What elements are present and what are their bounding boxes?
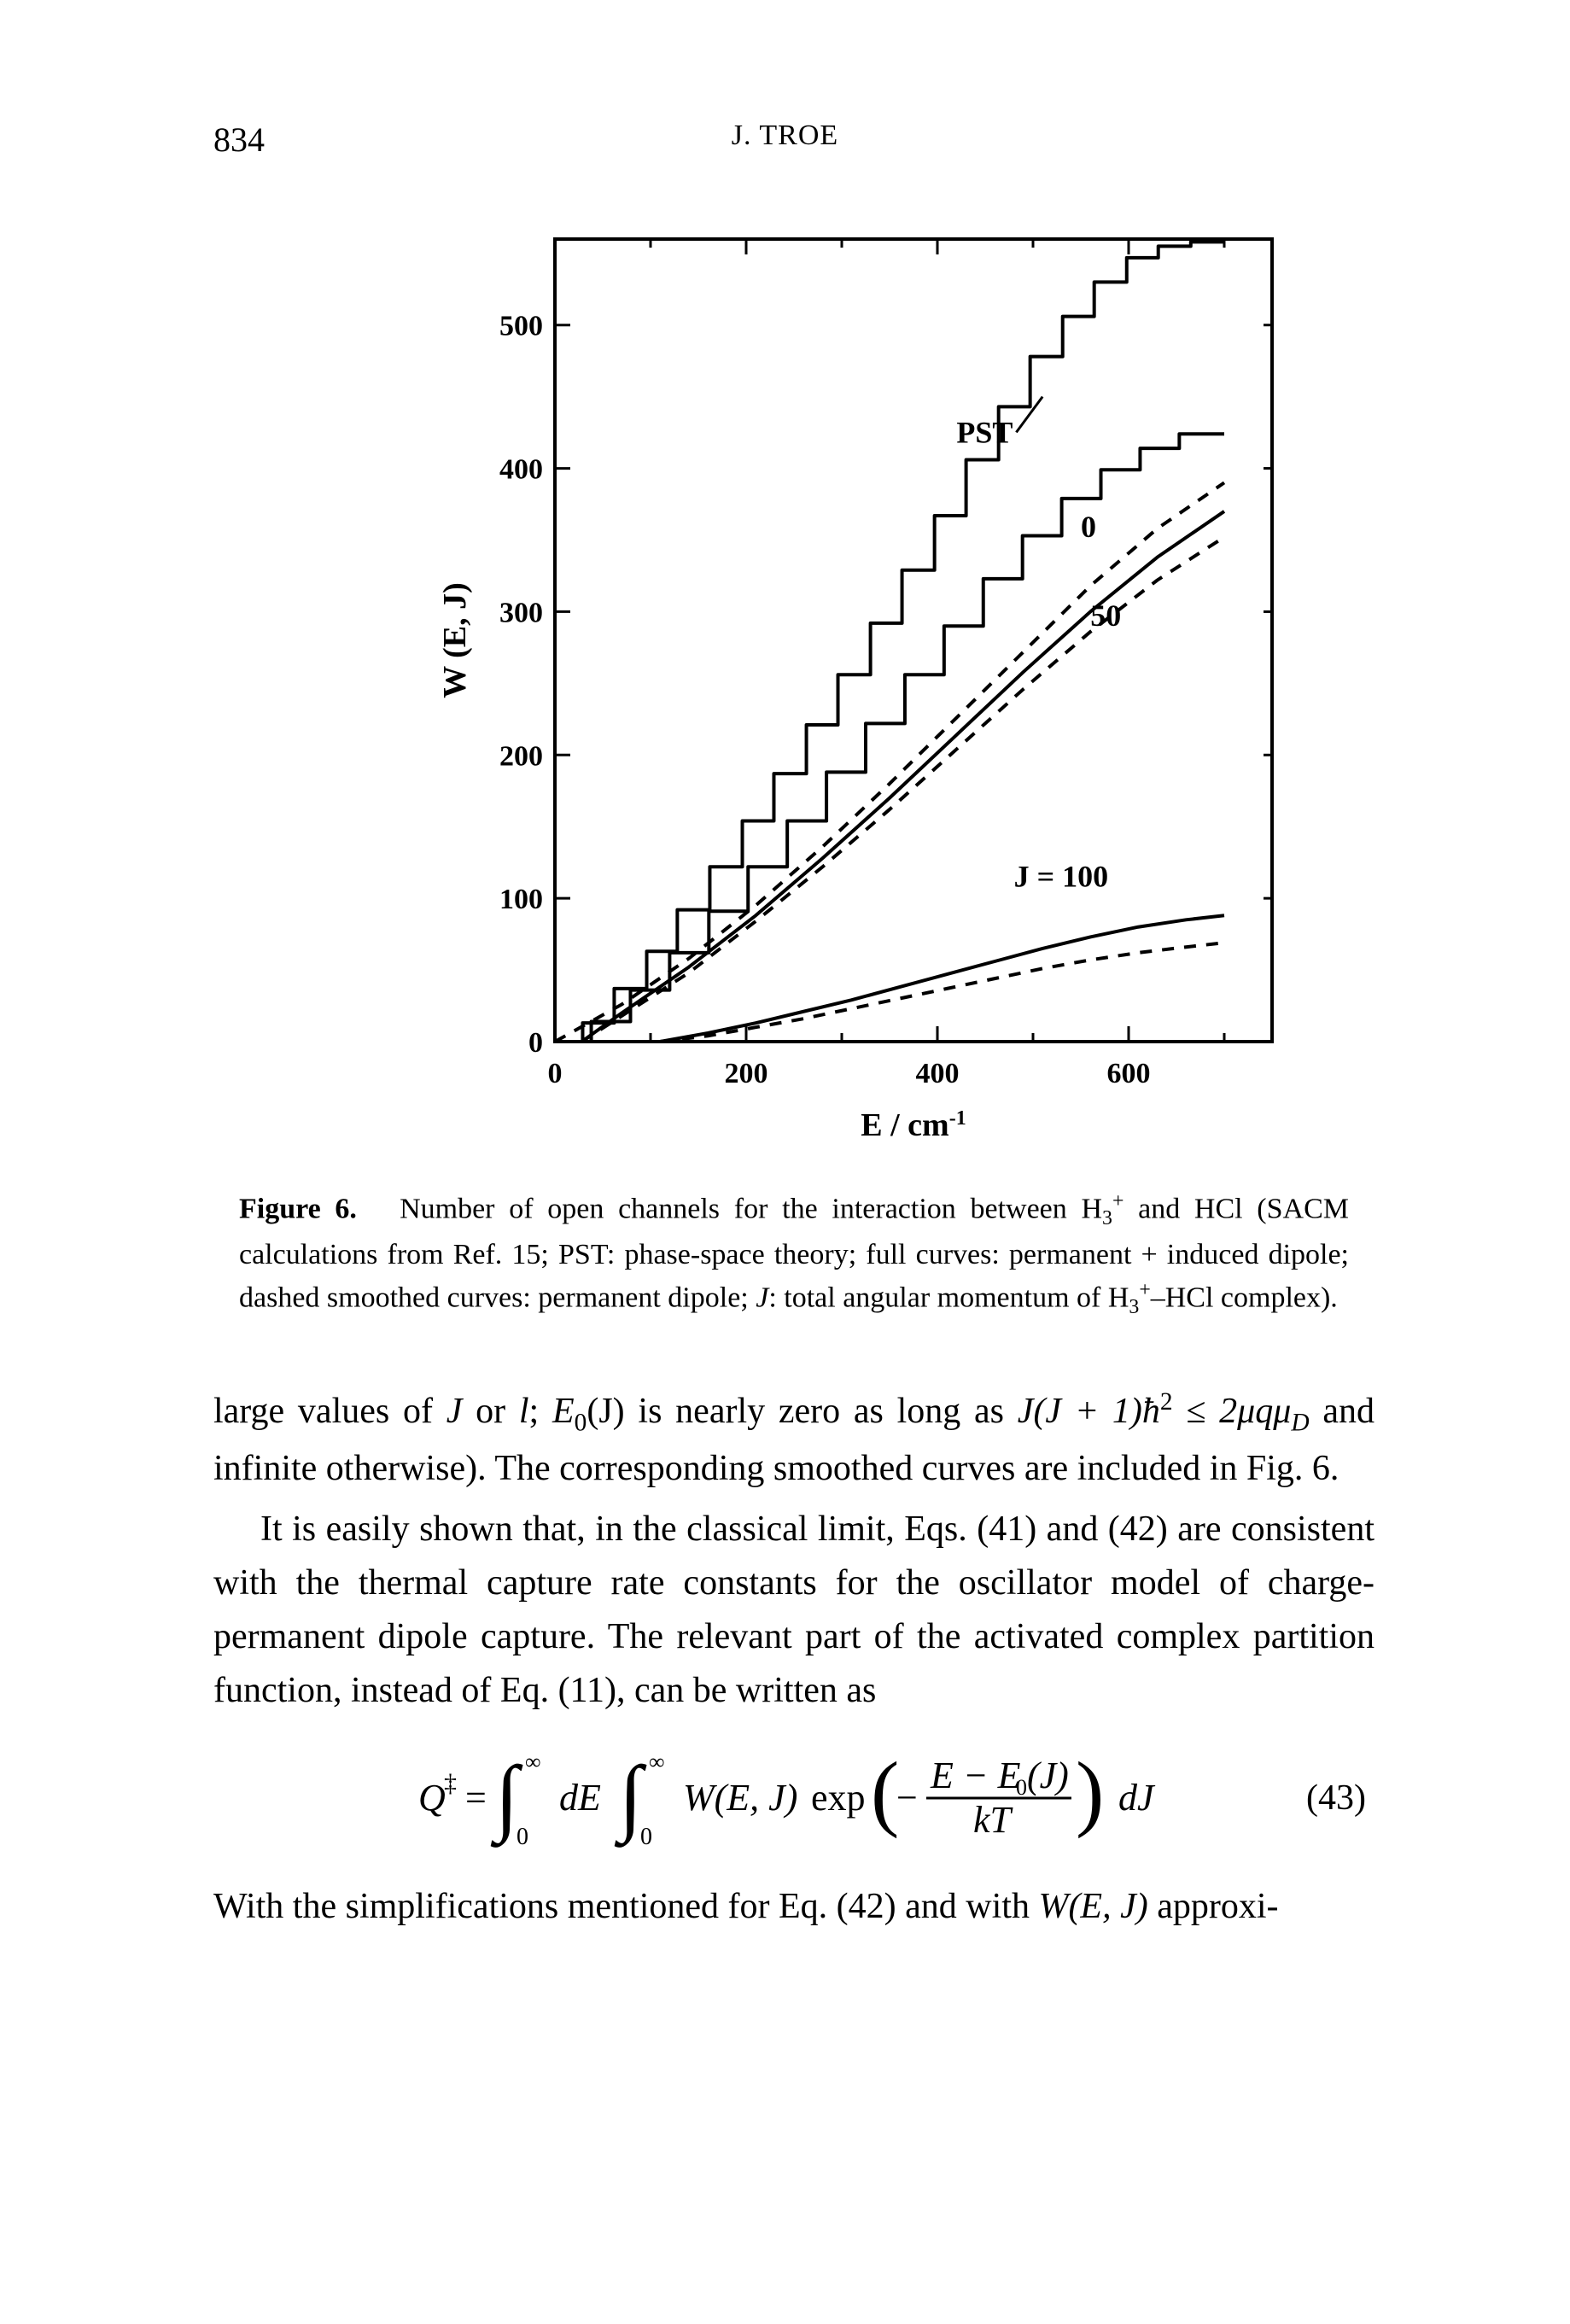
var-J: J: [446, 1392, 463, 1431]
svg-text:500: 500: [499, 311, 543, 342]
var-E0-sub: 0: [575, 1409, 587, 1436]
var-E0: E: [552, 1392, 575, 1431]
svg-text:=: =: [465, 1777, 487, 1819]
ineq-exp: 2: [1160, 1388, 1173, 1416]
caption-text-1: Number of open channels for the interact…: [400, 1193, 1102, 1224]
svg-text:400: 400: [499, 454, 543, 486]
svg-text:200: 200: [725, 1058, 768, 1089]
x-axis-label: E / cm-1: [861, 1107, 966, 1143]
p1-b: is nearly zero as long as: [625, 1392, 1018, 1431]
p1-semi: ;: [529, 1392, 552, 1431]
svg-text:exp: exp: [811, 1777, 866, 1819]
figure-6-caption: Figure 6. Number of open channels for th…: [239, 1187, 1349, 1323]
equation-43: Q ‡ = ∫ ∞ 0 dE ∫ ∞ 0 W(E, J) exp ( −: [213, 1743, 1374, 1854]
chart-series: [555, 242, 1224, 1042]
svg-text:0: 0: [640, 1824, 652, 1850]
p3-a: With the simplifications mentioned for E…: [213, 1887, 1038, 1926]
equation-number: (43): [1306, 1772, 1366, 1825]
ineq-rhs: 2μqμD: [1219, 1392, 1309, 1431]
caption-h3-sub: 3: [1102, 1207, 1112, 1229]
svg-text:Q: Q: [418, 1777, 446, 1819]
x-top-ticks: [555, 239, 1224, 254]
svg-text:∞: ∞: [649, 1749, 665, 1774]
ineq-lhs: J(J + 1)ħ: [1018, 1392, 1160, 1431]
svg-text:100: 100: [499, 884, 543, 915]
equation-43-svg: Q ‡ = ∫ ∞ 0 dE ∫ ∞ 0 W(E, J) exp ( −: [410, 1743, 1178, 1854]
plot-frame: [555, 239, 1272, 1042]
caption-j-var: J: [756, 1282, 768, 1313]
caption-h3-sub-2: 3: [1129, 1296, 1139, 1318]
y-ticks: 0100200300400500: [499, 311, 1272, 1059]
chart-annotations: PST 0 50 J = 100: [956, 415, 1121, 893]
ineq-leq: ≤: [1173, 1392, 1220, 1431]
p3-b: approxi-: [1148, 1887, 1279, 1926]
svg-text:J = 100: J = 100: [1014, 860, 1109, 894]
svg-text:50: 50: [1090, 599, 1121, 633]
var-E0-arg: (J): [587, 1392, 624, 1431]
figure-6-chart: 0200400600 0100200300400500 E / cm-1 W (…: [410, 188, 1315, 1153]
svg-text:∞: ∞: [525, 1749, 541, 1774]
svg-text:(: (: [871, 1744, 899, 1839]
svg-text:0: 0: [517, 1824, 528, 1850]
running-head: J. TROE: [0, 120, 1570, 152]
body-text: large values of J or l; E0(J) is nearly …: [213, 1383, 1374, 1941]
svg-text:200: 200: [499, 740, 543, 772]
paragraph-2: It is easily shown that, in the classica…: [213, 1503, 1374, 1718]
svg-text:0: 0: [1016, 1775, 1027, 1800]
caption-text-4: –HCl complex).: [1151, 1282, 1338, 1313]
var-l: l: [519, 1392, 529, 1431]
caption-label: Figure 6.: [239, 1193, 357, 1224]
caption-h3-sup: +: [1112, 1190, 1124, 1212]
svg-text:0: 0: [548, 1058, 563, 1089]
svg-text:600: 600: [1107, 1058, 1151, 1089]
p1-a: large values of: [213, 1392, 446, 1431]
svg-text:E − E: E − E: [930, 1755, 1021, 1796]
ineq-rhs-sub: D: [1291, 1409, 1309, 1436]
svg-text:0: 0: [1081, 510, 1096, 544]
y-axis-label: W (E, J): [437, 582, 473, 698]
svg-text:W(E, J): W(E, J): [683, 1777, 797, 1819]
figure-6: 0200400600 0100200300400500 E / cm-1 W (…: [410, 188, 1315, 1153]
svg-text:dJ: dJ: [1118, 1777, 1156, 1819]
svg-text:dE: dE: [559, 1777, 601, 1819]
paragraph-1: large values of J or l; E0(J) is nearly …: [213, 1383, 1374, 1496]
svg-text:): ): [1076, 1744, 1104, 1839]
svg-text:−: −: [896, 1777, 918, 1819]
page: 834 J. TROE 0200400600 0100200300400500 …: [0, 0, 1570, 2324]
caption-text-3: : total angular momentum of H: [768, 1282, 1129, 1313]
svg-text:(J): (J): [1027, 1755, 1069, 1796]
svg-text:PST: PST: [956, 415, 1013, 449]
ineq-rhs-main: 2μqμ: [1219, 1392, 1291, 1431]
svg-text:kT: kT: [973, 1799, 1014, 1841]
x-ticks: 0 200 400 600: [548, 1026, 1225, 1089]
var-WEJ: W(E, J): [1038, 1887, 1147, 1926]
p1-or: or: [462, 1392, 519, 1431]
paragraph-3: With the simplifications mentioned for E…: [213, 1880, 1374, 1934]
svg-text:400: 400: [916, 1058, 960, 1089]
caption-h3-sup-2: +: [1139, 1279, 1150, 1301]
svg-text:0: 0: [528, 1027, 543, 1059]
svg-text:300: 300: [499, 597, 543, 628]
svg-text:‡: ‡: [444, 1769, 457, 1797]
